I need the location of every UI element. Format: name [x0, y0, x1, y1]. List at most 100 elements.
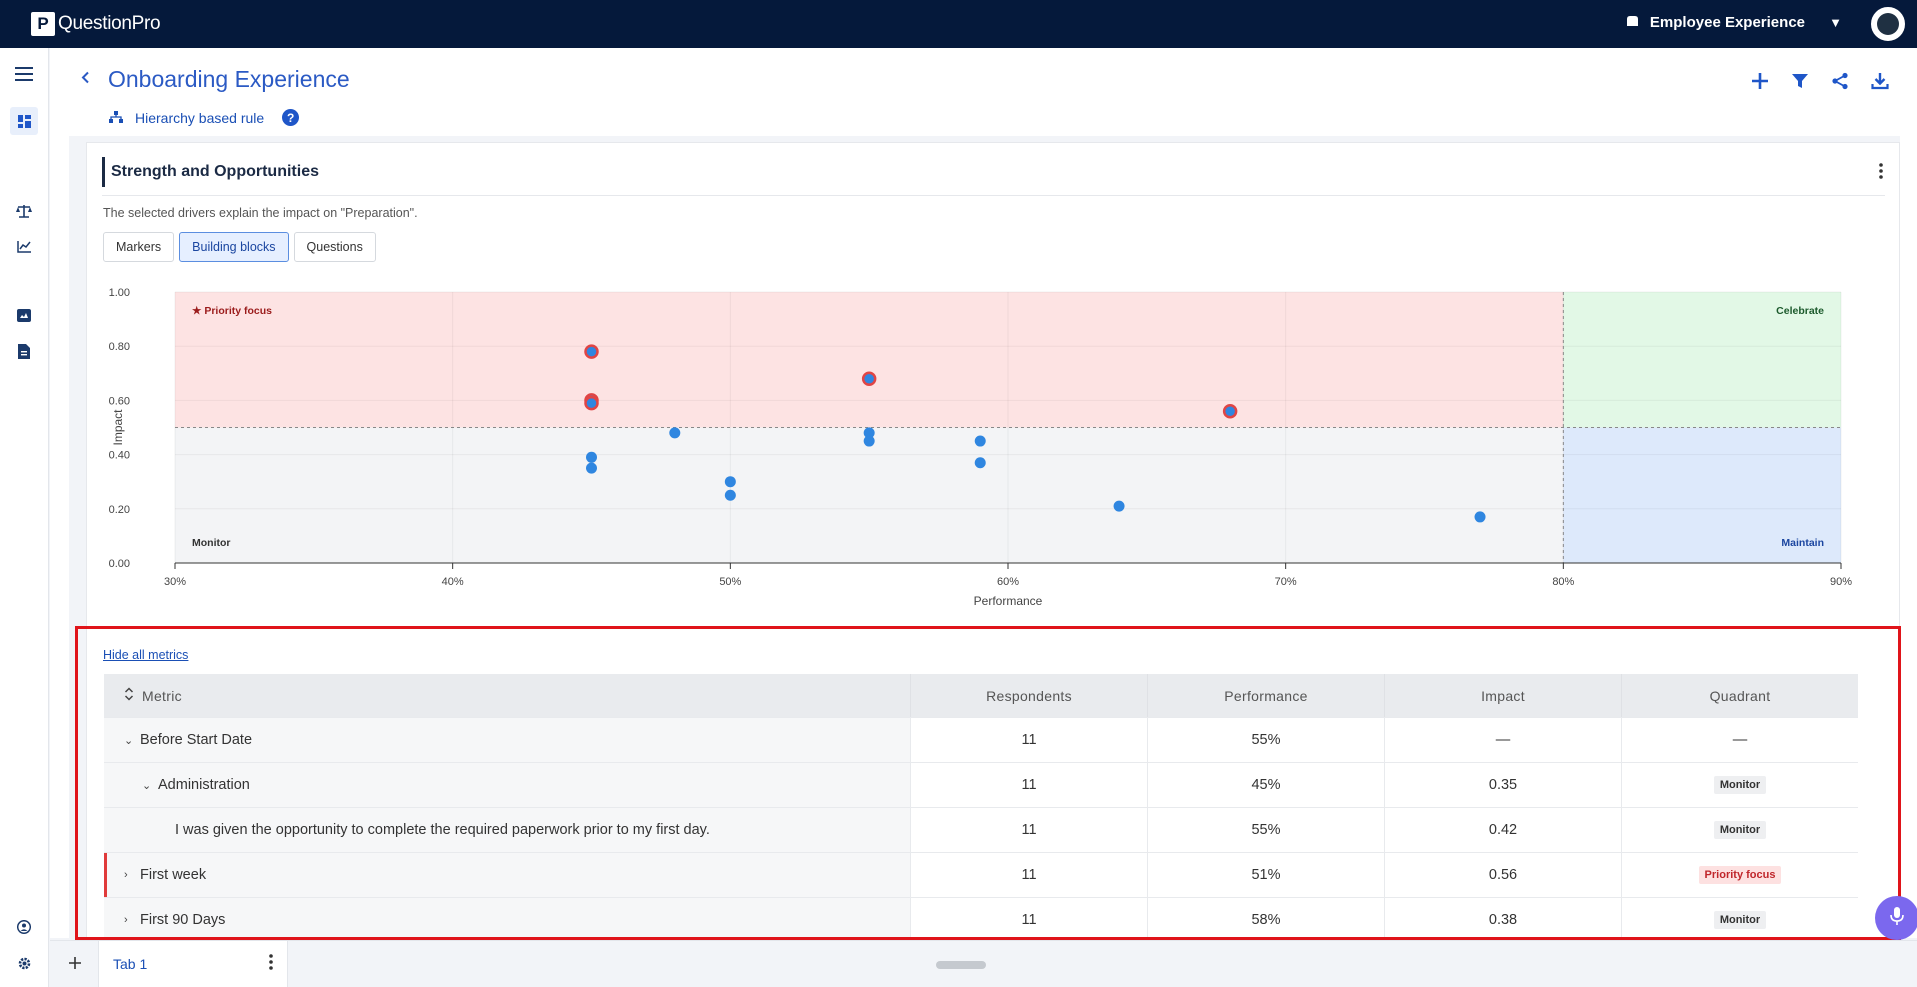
x-tick-label: 40%: [442, 576, 464, 588]
user-shield-icon[interactable]: [13, 916, 35, 938]
top-bar: P QuestionPro Employee Experience ▼: [0, 0, 1917, 48]
chevron-right-icon[interactable]: ›: [124, 869, 128, 881]
add-icon[interactable]: [1747, 68, 1773, 94]
monitor-quadrant: [175, 427, 1564, 563]
quadrant-badge: Monitor: [1713, 911, 1767, 929]
data-point: [1474, 511, 1486, 523]
table-row[interactable]: ⌄ Before Start Date 11 55% — —: [104, 718, 1858, 763]
maintain-label: Maintain: [1781, 537, 1824, 549]
x-tick-label: 90%: [1830, 576, 1852, 588]
table-row[interactable]: I was given the opportunity to complete …: [104, 808, 1858, 853]
metric-cell: › First 90 Days: [104, 898, 910, 942]
tab-kebab-icon[interactable]: [269, 954, 273, 975]
table-header: Metric Respondents Performance Impact Qu…: [104, 674, 1858, 718]
data-point: [863, 427, 875, 439]
share-icon[interactable]: [1827, 68, 1853, 94]
tab-label: Tab 1: [113, 956, 148, 972]
hierarchy-rule[interactable]: Hierarchy based rule ?: [109, 109, 300, 126]
metric-cell: I was given the opportunity to complete …: [104, 808, 910, 852]
priority-indicator: [104, 853, 107, 897]
metric-header-label: Metric: [142, 687, 182, 704]
card-title: Strength and Opportunities: [102, 157, 319, 187]
sort-icon[interactable]: [124, 687, 134, 704]
document-icon[interactable]: [13, 340, 35, 362]
priority-focus-quadrant: [175, 292, 1564, 428]
product-icon: [1625, 14, 1640, 31]
x-tick-label: 60%: [997, 576, 1019, 588]
hide-all-metrics-link[interactable]: Hide all metrics: [103, 648, 189, 662]
header-actions: [1733, 68, 1893, 94]
impact-cell: 0.38: [1384, 898, 1621, 942]
chevron-down-icon[interactable]: ⌄: [124, 734, 134, 747]
data-point: [1113, 500, 1125, 512]
strength-opportunity-chart: 30% 40% 50% 60% 70% 80% 90% 0.00 0.20 0.40 0.60 0.8…: [109, 287, 1853, 608]
add-tab-icon[interactable]: [64, 952, 86, 974]
balance-icon[interactable]: [13, 200, 35, 222]
celebrate-label: Celebrate: [1776, 305, 1824, 317]
table-row[interactable]: ⌄ Administration 11 45% 0.35 Monitor: [104, 763, 1858, 808]
voice-assistant-button[interactable]: [1875, 896, 1917, 940]
metric-label: First 90 Days: [140, 912, 226, 928]
priority-focus-label: ★ Priority focus: [192, 305, 272, 317]
y-tick-label: 0.80: [109, 341, 130, 353]
segment-building-blocks[interactable]: Building blocks: [179, 232, 289, 262]
logo-text: QuestionPro: [58, 13, 161, 34]
priority-data-point: [861, 371, 877, 386]
performance-cell: 55%: [1147, 808, 1384, 852]
respondents-cell: 11: [910, 718, 1147, 762]
metric-cell: › First week: [104, 853, 910, 897]
back-chevron-icon[interactable]: [81, 71, 90, 89]
data-point: [586, 462, 597, 474]
quadrant-cell: —: [1621, 718, 1858, 762]
x-tick-label: 80%: [1552, 576, 1574, 588]
card-kebab-icon[interactable]: [1879, 163, 1883, 184]
menu-icon[interactable]: [13, 63, 35, 85]
quadrant-badge: Priority focus: [1698, 866, 1782, 884]
metric-column-header[interactable]: Metric: [104, 674, 910, 717]
respondents-cell: 11: [910, 763, 1147, 807]
segment-questions[interactable]: Questions: [293, 232, 376, 262]
respondents-cell: 11: [910, 898, 1147, 942]
help-icon[interactable]: ?: [282, 109, 300, 126]
quadrant-cell: Monitor: [1621, 763, 1858, 807]
logo-mark: P: [31, 12, 55, 36]
tab-1[interactable]: Tab 1: [98, 941, 288, 987]
page-title: Onboarding Experience: [108, 66, 350, 92]
drag-handle[interactable]: [936, 961, 986, 969]
filter-icon[interactable]: [1787, 68, 1813, 94]
left-sidebar: [0, 48, 49, 987]
data-point: [724, 489, 736, 501]
metric-label: First week: [140, 867, 207, 883]
y-tick-label: 0.20: [109, 504, 130, 516]
impact-cell: 0.56: [1384, 853, 1621, 897]
data-point: [974, 435, 986, 447]
data-point: [724, 476, 736, 488]
download-icon[interactable]: [1867, 68, 1893, 94]
bottom-tab-bar: Tab 1: [50, 940, 1917, 987]
quadrant-cell: Monitor: [1621, 808, 1858, 852]
image-report-icon[interactable]: [13, 304, 35, 326]
avatar[interactable]: [1871, 7, 1905, 41]
trend-icon[interactable]: [13, 235, 35, 257]
card-divider: [102, 195, 1885, 196]
product-label: Employee Experience: [1649, 14, 1805, 31]
data-point: [974, 457, 986, 469]
impact-column-header: Impact: [1384, 674, 1621, 717]
data-point: [586, 451, 597, 463]
hierarchy-rule-label: Hierarchy based rule: [135, 109, 265, 126]
segment-markers[interactable]: Markers: [103, 232, 175, 262]
table-row[interactable]: › First week 11 51% 0.56 Priority focus: [104, 853, 1858, 898]
monitor-label: Monitor: [192, 537, 231, 549]
dashboard-icon[interactable]: [10, 107, 38, 135]
chevron-down-icon[interactable]: ▼: [1829, 15, 1842, 30]
product-switcher[interactable]: Employee Experience: [1625, 14, 1805, 31]
performance-cell: 51%: [1147, 853, 1384, 897]
metric-cell: ⌄ Before Start Date: [104, 718, 910, 762]
chevron-down-icon[interactable]: ⌄: [142, 779, 152, 792]
respondents-cell: 11: [910, 853, 1147, 897]
questionpro-logo[interactable]: P QuestionPro: [31, 12, 161, 36]
chevron-right-icon[interactable]: ›: [124, 914, 128, 926]
table-row[interactable]: › First 90 Days 11 58% 0.38 Monitor: [104, 898, 1858, 943]
metric-label: Before Start Date: [140, 732, 253, 748]
gear-icon[interactable]: [13, 952, 35, 974]
